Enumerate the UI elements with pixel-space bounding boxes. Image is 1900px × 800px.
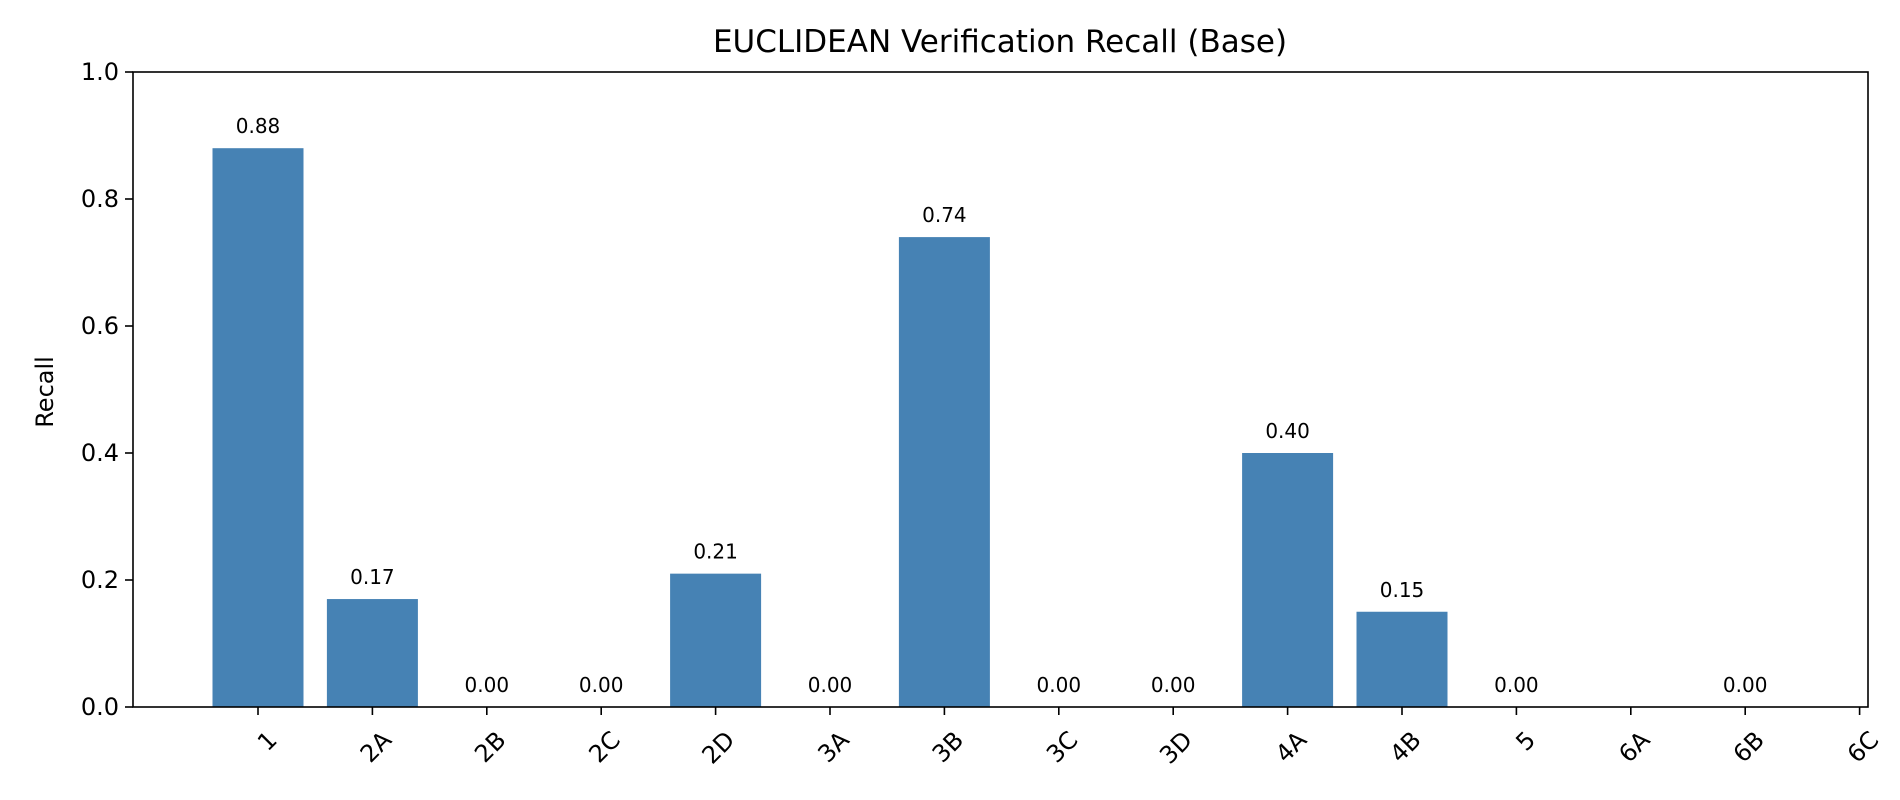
bar-2a bbox=[326, 599, 418, 707]
value-label-6b: 0.00 bbox=[1723, 673, 1768, 697]
y-tick-label-0-2: 0.2 bbox=[81, 566, 119, 594]
bar-4a bbox=[1242, 453, 1334, 707]
bar-4b bbox=[1356, 611, 1448, 707]
y-tick-label-0-4: 0.4 bbox=[81, 439, 119, 467]
y-tick-label-0-0: 0.0 bbox=[81, 693, 119, 721]
bars-group bbox=[212, 148, 1448, 707]
x-tick-label-3c: 3C bbox=[1041, 726, 1083, 768]
value-label-2a: 0.17 bbox=[350, 565, 395, 589]
value-label-2c: 0.00 bbox=[579, 673, 624, 697]
y-axis-ticks: 0.0 0.2 0.4 0.6 0.8 1.0 bbox=[81, 58, 133, 721]
x-tick-label-2b: 2B bbox=[469, 726, 511, 768]
chart-title: EUCLIDEAN Verification Recall (Base) bbox=[713, 24, 1287, 60]
value-label-3d: 0.00 bbox=[1151, 673, 1196, 697]
value-label-1: 0.88 bbox=[236, 114, 281, 138]
y-tick-label-1-0: 1.0 bbox=[81, 58, 119, 86]
x-tick-label-3a: 3A bbox=[812, 725, 855, 768]
x-tick-label-5: 5 bbox=[1510, 726, 1541, 757]
x-tick-label-3d: 3D bbox=[1154, 726, 1198, 770]
bar-1 bbox=[212, 148, 304, 707]
value-label-2d: 0.21 bbox=[693, 540, 738, 564]
plot-area-frame bbox=[132, 71, 1869, 708]
value-label-3c: 0.00 bbox=[1037, 673, 1082, 697]
value-label-4b: 0.15 bbox=[1380, 578, 1425, 602]
x-tick-label-6a: 6A bbox=[1613, 725, 1656, 768]
value-label-2b: 0.00 bbox=[465, 673, 510, 697]
y-axis-label: Recall bbox=[31, 356, 59, 428]
value-label-4a: 0.40 bbox=[1265, 419, 1310, 443]
x-tick-label-4b: 4B bbox=[1384, 726, 1426, 768]
y-tick-label-0-8: 0.8 bbox=[81, 185, 119, 213]
x-tick-label-3b: 3B bbox=[927, 726, 969, 768]
value-labels-group: 0.88 0.17 0.00 0.00 0.21 0.00 0.74 0.00 0.00 0.40… bbox=[236, 114, 1768, 697]
x-tick-label-1: 1 bbox=[252, 726, 283, 757]
x-axis-ticks: 1 2A 2B 2C 2D 3A 3B 3C 3D 4A 4B 5 6A 6B 6C bbox=[252, 707, 1884, 770]
value-label-3b: 0.74 bbox=[922, 203, 967, 227]
bar-3b bbox=[898, 237, 990, 707]
x-tick-label-4a: 4A bbox=[1270, 725, 1313, 768]
x-tick-label-6c: 6C bbox=[1842, 726, 1884, 768]
value-label-3a: 0.00 bbox=[808, 673, 853, 697]
x-tick-label-2d: 2D bbox=[697, 726, 741, 770]
bar-2d bbox=[670, 573, 762, 707]
x-tick-label-6b: 6B bbox=[1728, 726, 1770, 768]
y-tick-label-0-6: 0.6 bbox=[81, 312, 119, 340]
x-tick-label-2a: 2A bbox=[355, 725, 398, 768]
value-label-5: 0.00 bbox=[1494, 673, 1539, 697]
x-tick-label-2c: 2C bbox=[583, 726, 625, 768]
